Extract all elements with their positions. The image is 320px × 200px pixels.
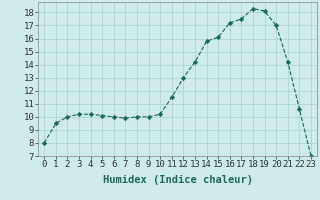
X-axis label: Humidex (Indice chaleur): Humidex (Indice chaleur) [103, 175, 252, 185]
